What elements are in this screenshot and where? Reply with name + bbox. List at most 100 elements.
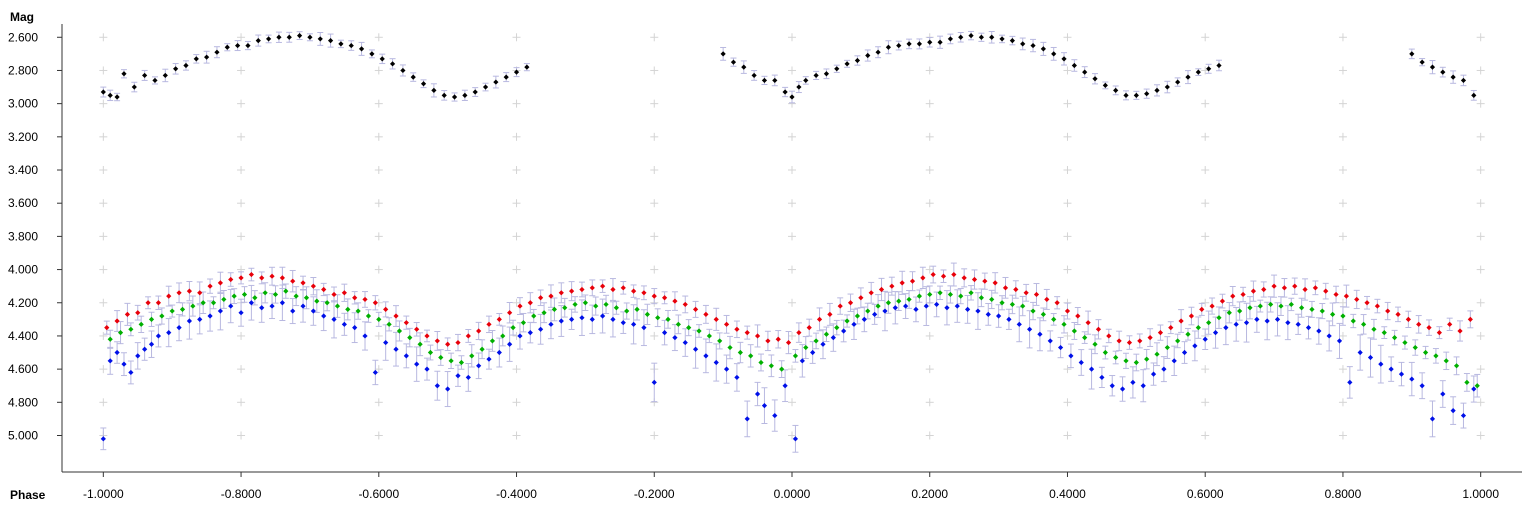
grid-plus-marker — [512, 199, 521, 208]
data-point — [1106, 333, 1112, 339]
y-tick-label: 2.600 — [8, 30, 38, 44]
grid-plus-marker — [1338, 166, 1347, 175]
grid-plus-marker — [374, 365, 383, 374]
data-point — [644, 311, 650, 317]
data-point — [155, 333, 162, 339]
grid-plus-marker — [1338, 398, 1347, 407]
grid-plus-marker — [1063, 331, 1072, 340]
grid-plus-marker — [512, 99, 521, 108]
grid-plus-marker — [1063, 33, 1072, 42]
data-point — [221, 296, 227, 303]
data-point — [610, 316, 616, 322]
data-point — [1340, 313, 1346, 319]
data-point — [434, 383, 440, 389]
data-point — [820, 341, 826, 347]
data-point — [400, 67, 406, 74]
data-point — [403, 320, 409, 326]
data-point — [782, 383, 788, 389]
data-point — [803, 77, 809, 84]
data-point — [913, 306, 919, 312]
grid-plus-marker — [788, 132, 796, 141]
data-point — [1023, 290, 1029, 296]
data-point — [486, 356, 492, 362]
grid-plus-marker — [1476, 331, 1485, 340]
data-point — [1030, 42, 1036, 49]
data-point — [210, 300, 217, 306]
data-point — [131, 84, 137, 90]
data-point — [1082, 335, 1088, 341]
data-point — [176, 290, 182, 296]
data-point — [982, 278, 988, 284]
data-point — [121, 361, 127, 367]
data-point — [758, 359, 764, 366]
grid-plus-marker — [650, 331, 659, 340]
data-point — [286, 34, 292, 40]
data-point — [142, 72, 148, 79]
data-point — [1378, 361, 1384, 367]
data-point — [1257, 303, 1263, 309]
data-point — [217, 308, 223, 314]
data-point — [1054, 300, 1060, 306]
data-point — [579, 286, 585, 293]
data-point — [985, 311, 991, 317]
y-tick-label: 4.400 — [8, 329, 38, 343]
grid-plus-marker — [1338, 199, 1347, 208]
data-point — [1181, 349, 1188, 356]
grid-plus-marker — [237, 398, 246, 407]
data-point — [1467, 316, 1473, 322]
x-axis-title: Phase — [10, 488, 46, 502]
data-point — [445, 386, 451, 392]
data-point — [772, 412, 778, 419]
data-point — [100, 436, 106, 442]
y-tick-label: 2.800 — [8, 63, 38, 77]
data-point — [620, 320, 626, 326]
data-point — [989, 296, 995, 303]
data-point — [951, 271, 957, 278]
grid-plus-marker — [1476, 166, 1485, 175]
data-point — [386, 321, 392, 327]
data-point — [1016, 321, 1022, 327]
data-point — [489, 338, 496, 344]
data-point — [269, 303, 275, 309]
data-point — [114, 318, 120, 324]
grid-plus-marker — [374, 132, 383, 141]
x-tick-label: -0.8000 — [221, 487, 262, 501]
data-point — [1361, 321, 1367, 327]
data-point — [403, 353, 409, 359]
data-point — [352, 325, 358, 331]
data-point — [992, 280, 998, 286]
x-tick-label: -0.6000 — [358, 487, 399, 501]
data-point — [1268, 301, 1274, 308]
data-point — [507, 310, 513, 316]
data-point — [296, 33, 303, 39]
data-point — [768, 363, 774, 369]
data-point — [1436, 330, 1442, 336]
data-point — [944, 305, 950, 311]
data-point — [410, 74, 416, 80]
grid-plus-marker — [1063, 431, 1072, 440]
data-point — [813, 72, 819, 79]
data-point — [889, 283, 895, 289]
y-tick-label: 4.800 — [8, 395, 38, 409]
grid-plus-marker — [237, 331, 246, 340]
data-point — [572, 301, 578, 308]
data-point — [259, 275, 265, 281]
grid-plus-marker — [650, 232, 659, 241]
grid-plus-marker — [788, 33, 796, 42]
data-point — [465, 333, 471, 339]
data-point — [610, 286, 616, 293]
data-point — [641, 290, 647, 296]
data-point — [1419, 59, 1425, 65]
data-point — [761, 403, 768, 409]
data-point — [107, 92, 113, 98]
grid-plus-marker — [1338, 232, 1347, 241]
grid-plus-marker — [512, 298, 521, 307]
data-point — [279, 275, 285, 281]
data-point — [765, 338, 771, 344]
data-point — [1250, 288, 1257, 294]
data-point — [197, 316, 203, 322]
data-point — [207, 313, 213, 319]
data-point — [803, 344, 809, 351]
data-point — [551, 306, 558, 312]
data-point — [971, 276, 978, 283]
